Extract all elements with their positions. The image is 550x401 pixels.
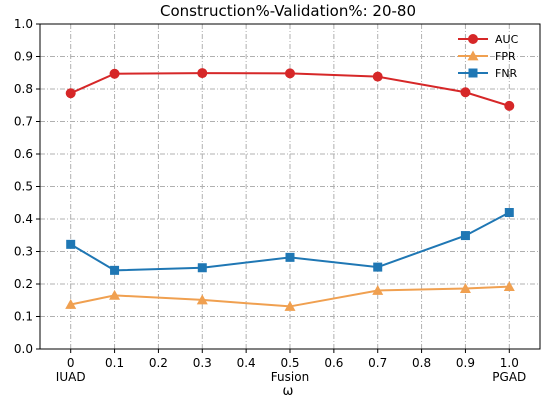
y-tick-label: 0.1 <box>14 310 33 324</box>
data-point-fpr <box>503 281 515 291</box>
x-tick-label: 0.4 <box>237 356 256 370</box>
data-point-fpr <box>196 294 208 305</box>
x-tick-label: 0 <box>67 356 75 370</box>
x-tick-label: 0.8 <box>412 356 431 370</box>
y-tick-label: 0.4 <box>14 212 33 226</box>
y-tick-label: 0.2 <box>14 277 33 291</box>
x-annotation: IUAD <box>56 370 86 384</box>
x-tick-label: 0.5 <box>280 356 299 370</box>
axis-ticks: 0 0.1 0.2 0.3 0.4 0.5 0.6 0.7 0.8 0.9 1.0 0.0 0.1 0.2… <box>14 17 526 384</box>
y-tick-label: 1.0 <box>14 17 33 31</box>
data-point-fpr <box>459 283 471 293</box>
legend-marker-fpr <box>467 50 479 61</box>
x-annotation: Fusion <box>271 370 309 384</box>
y-tick-label: 0.7 <box>14 115 33 129</box>
legend-label-fnr: FNR <box>495 67 518 80</box>
data-point-fpr <box>109 289 121 300</box>
x-tick-label: 0.3 <box>193 356 212 370</box>
legend-label-fpr: FPR <box>495 50 516 63</box>
data-point-fnr <box>460 231 470 241</box>
data-point-auc <box>285 68 295 79</box>
y-tick-label: 0.6 <box>14 147 33 161</box>
data-point-auc <box>460 87 471 98</box>
chart-title: Construction%-Validation%: 20-80 <box>160 2 416 20</box>
x-tick-label: 0.1 <box>105 356 124 370</box>
data-point-fnr <box>285 252 295 262</box>
data-point-auc <box>65 88 76 99</box>
legend-label-auc: AUC <box>495 33 519 46</box>
y-tick-label: 0.9 <box>14 50 33 64</box>
x-tick-label: 1.0 <box>500 356 519 370</box>
data-point-fnr <box>110 265 120 275</box>
x-tick-label: 0.2 <box>149 356 168 370</box>
data-point-auc <box>197 68 208 79</box>
data-point-fnr <box>66 239 76 249</box>
data-point-fnr <box>197 263 207 273</box>
data-point-fpr <box>65 298 77 309</box>
legend-marker-fnr <box>468 68 478 78</box>
data-point-auc <box>372 71 383 82</box>
legend-marker-auc <box>468 34 478 44</box>
x-axis-label: ω <box>283 384 294 399</box>
x-annotation: PGAD <box>492 370 526 384</box>
y-tick-label: 0.0 <box>14 342 33 356</box>
x-tick-label: 0.7 <box>368 356 387 370</box>
y-tick-label: 0.8 <box>14 82 33 96</box>
data-point-fnr <box>504 208 514 217</box>
y-tick-label: 0.3 <box>14 245 33 259</box>
x-tick-label: 0.6 <box>324 356 343 370</box>
data-point-fnr <box>373 262 383 272</box>
data-point-auc <box>109 68 120 79</box>
y-tick-label: 0.5 <box>14 180 33 194</box>
data-point-fpr <box>284 300 296 311</box>
series-layer <box>65 68 515 311</box>
data-point-fpr <box>372 285 384 295</box>
x-tick-label: 0.9 <box>456 356 475 370</box>
legend: AUC FPR FNR <box>458 33 519 80</box>
data-point-auc <box>504 100 515 111</box>
